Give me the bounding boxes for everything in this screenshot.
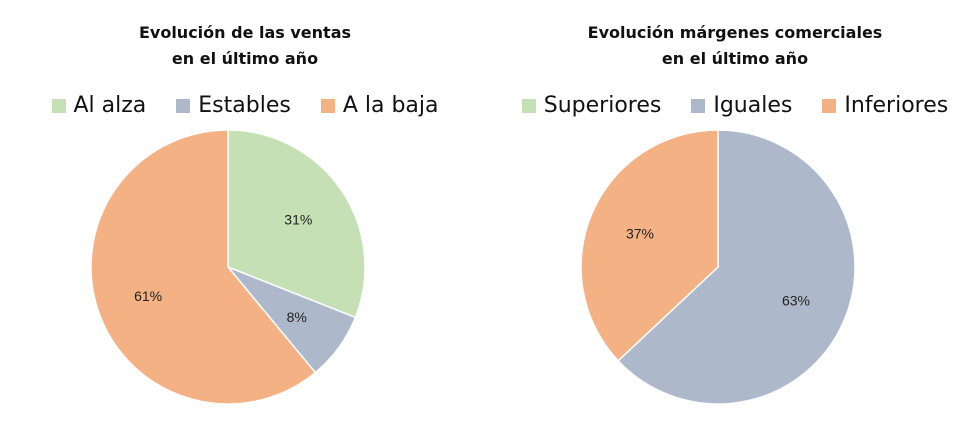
legend-label: Al alza: [73, 93, 147, 118]
pie-slice-a-la-baja: [90, 129, 317, 405]
chart-legend: Superiores Iguales Inferiores: [490, 93, 980, 118]
pie-chart-margins: 63% 37%: [580, 129, 856, 405]
legend-swatch: [320, 98, 335, 113]
slice-value-label: 8%: [287, 309, 307, 325]
chart-title: Evolución márgenes comerciales en el últ…: [490, 20, 980, 72]
legend-swatch: [691, 98, 706, 113]
legend-swatch: [521, 98, 536, 113]
legend-label: Estables: [198, 93, 291, 118]
slice-value-label: 31%: [284, 211, 312, 227]
legend-swatch: [822, 98, 837, 113]
pie-slice-iguales: [617, 129, 856, 405]
legend-label: Inferiores: [844, 93, 949, 118]
sales-evolution-chart: Evolución de las ventas en el último año…: [0, 20, 490, 405]
pie-chart-sales: 31% 8% 61%: [90, 129, 366, 405]
legend-item-a-la-baja: A la baja: [320, 93, 439, 118]
legend-swatch: [51, 98, 66, 113]
chart-legend: Al alza Estables A la baja: [0, 93, 490, 118]
legend-item-estables: Estables: [176, 93, 291, 118]
chart-title: Evolución de las ventas en el último año: [0, 20, 490, 72]
legend-item-inferiores: Inferiores: [822, 93, 948, 118]
slice-value-label: 37%: [626, 225, 654, 241]
legend-label: Superiores: [543, 93, 662, 118]
legend-item-iguales: Iguales: [691, 93, 792, 118]
legend-swatch: [176, 98, 191, 113]
pie-slice-al-alza: [227, 129, 366, 319]
pie-slice-inferiores: [580, 129, 719, 362]
chart-title-line2: en el último año: [661, 49, 809, 68]
slice-value-label: 61%: [134, 288, 162, 304]
margins-evolution-chart: Evolución márgenes comerciales en el últ…: [490, 0, 980, 435]
legend-label: A la baja: [342, 93, 439, 118]
slice-value-label: 63%: [782, 293, 810, 309]
legend-item-al-alza: Al alza: [51, 93, 147, 118]
legend-item-superiores: Superiores: [521, 93, 662, 118]
chart-title-line2: en el último año: [171, 49, 319, 68]
legend-label: Iguales: [713, 93, 793, 118]
chart-title-line1: Evolución márgenes comerciales: [587, 23, 883, 42]
chart-title-line1: Evolución de las ventas: [138, 23, 352, 42]
